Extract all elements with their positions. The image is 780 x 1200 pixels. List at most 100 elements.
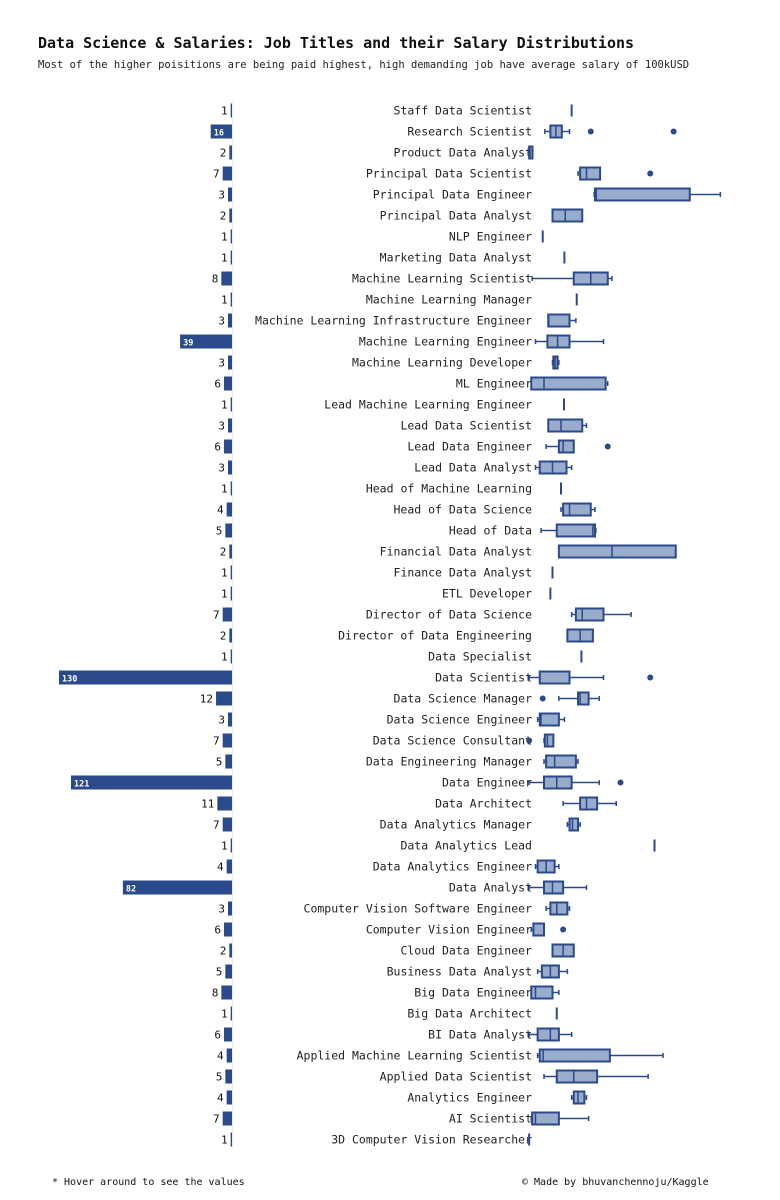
- salary-box: [538, 670, 571, 685]
- job-title-label: Applied Data Scientist: [380, 1070, 532, 1084]
- count-label: 1: [221, 399, 228, 412]
- count-bar: [224, 922, 232, 937]
- footer-credit: © Made by bhuvanchennoju/Kaggle: [522, 1177, 709, 1188]
- salary-box: [579, 796, 599, 811]
- count-bar: [222, 607, 232, 622]
- count-bar: [230, 250, 232, 265]
- count-label: 1: [221, 105, 228, 118]
- job-title-label: Principal Data Engineer: [373, 188, 532, 202]
- count-bar: [222, 817, 232, 832]
- count-label: 1: [221, 651, 228, 664]
- count-bar: [226, 859, 232, 874]
- salary-box: [546, 334, 571, 349]
- count-bar: [217, 796, 232, 811]
- count-label: 6: [214, 441, 221, 454]
- count-label: 3: [218, 903, 225, 916]
- job-title-label: Applied Machine Learning Scientist: [297, 1049, 532, 1063]
- salary-box: [574, 607, 605, 622]
- salary-box: [530, 376, 607, 391]
- count-label: 82: [126, 885, 136, 895]
- job-title-label: Lead Data Engineer: [407, 440, 532, 454]
- count-bar: [225, 964, 232, 979]
- job-title-label: Director of Data Science: [366, 608, 532, 622]
- count-bar: [230, 1132, 232, 1147]
- count-label: 7: [213, 1113, 220, 1126]
- footer-hover-note: * Hover around to see the values: [52, 1177, 245, 1188]
- count-bar: [225, 523, 232, 538]
- count-label: 4: [217, 504, 224, 517]
- salary-outlier-point: [670, 128, 677, 135]
- job-title-label: Computer Vision Engineer: [366, 923, 532, 937]
- salary-outlier-point: [526, 737, 533, 744]
- count-label: 1: [221, 231, 228, 244]
- salary-outlier-point: [647, 674, 654, 681]
- salary-box: [538, 1048, 611, 1063]
- job-title-label: Head of Machine Learning: [366, 482, 532, 496]
- count-label: 4: [217, 1050, 224, 1063]
- job-title-label: Analytics Engineer: [407, 1091, 532, 1105]
- salary-box: [538, 712, 560, 727]
- salary-box: [531, 1111, 560, 1126]
- job-title-label: Machine Learning Developer: [352, 356, 532, 370]
- job-title-label: Machine Learning Infrastructure Engineer: [255, 314, 532, 328]
- count-bar: [229, 628, 232, 643]
- count-bar: [230, 565, 232, 580]
- count-bar: [230, 481, 232, 496]
- count-label: 1: [221, 1008, 228, 1021]
- salary-box: [557, 544, 677, 559]
- count-bar: [225, 1069, 232, 1084]
- salary-box: [543, 880, 565, 895]
- job-title-label: Data Analyst: [449, 881, 532, 895]
- count-bar: [70, 775, 232, 790]
- salary-box: [530, 985, 554, 1000]
- count-bar: [180, 334, 232, 349]
- count-label: 1: [221, 252, 228, 265]
- count-label: 1: [221, 1134, 228, 1147]
- job-title-label: Head of Data Science: [394, 503, 533, 517]
- job-title-label: Staff Data Scientist: [394, 104, 532, 118]
- count-label: 6: [214, 378, 221, 391]
- count-label: 5: [216, 756, 223, 769]
- job-title-label: Big Data Architect: [407, 1007, 532, 1021]
- count-bar: [226, 502, 232, 517]
- job-title-label: Director of Data Engineering: [338, 629, 532, 643]
- job-title-label: Cloud Data Engineer: [400, 944, 532, 958]
- count-label: 3: [218, 189, 225, 202]
- salary-box: [551, 208, 584, 223]
- job-title-label: BI Data Analyst: [428, 1028, 532, 1042]
- count-bar: [210, 124, 232, 139]
- salary-box: [555, 523, 596, 538]
- count-bar: [228, 712, 232, 727]
- count-label: 4: [217, 861, 224, 874]
- job-title-label: Data Analytics Engineer: [373, 860, 532, 874]
- count-label: 7: [213, 735, 220, 748]
- count-bar: [226, 1048, 232, 1063]
- count-label: 130: [62, 675, 77, 685]
- count-label: 1: [221, 567, 228, 580]
- count-bar: [228, 355, 232, 370]
- job-title-label: AI Scientist: [449, 1112, 532, 1126]
- count-label: 16: [214, 129, 224, 139]
- count-label: 2: [220, 945, 227, 958]
- job-title-label: Data Science Engineer: [387, 713, 532, 727]
- count-bar: [222, 733, 232, 748]
- count-bar: [224, 376, 232, 391]
- job-title-label: Big Data Engineer: [414, 986, 532, 1000]
- count-bar: [229, 544, 232, 559]
- salary-outlier-point: [539, 695, 546, 702]
- job-title-label: Head of Data: [449, 524, 532, 538]
- count-bar: [229, 943, 232, 958]
- count-bar: [228, 187, 232, 202]
- count-label: 2: [220, 210, 227, 223]
- count-label: 4: [217, 1092, 224, 1105]
- count-label: 8: [212, 987, 219, 1000]
- salary-box: [528, 145, 534, 160]
- count-bar: [230, 649, 232, 664]
- count-label: 11: [201, 798, 214, 811]
- job-title-label: 3D Computer Vision Researcher: [331, 1133, 532, 1147]
- count-bar: [230, 586, 232, 601]
- count-bar: [221, 271, 232, 286]
- job-title-label: ML Engineer: [456, 377, 532, 391]
- count-label: 3: [218, 315, 225, 328]
